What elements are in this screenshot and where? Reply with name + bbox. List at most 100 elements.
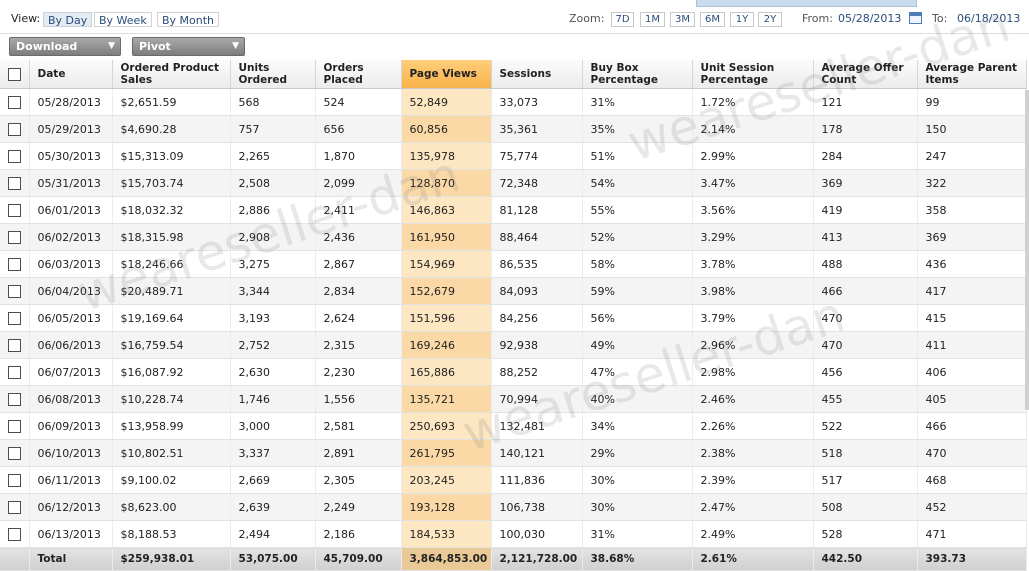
column-header-ordered-sales[interactable]: Ordered Product Sales bbox=[112, 60, 231, 89]
column-header-page-views[interactable]: Page Views bbox=[401, 60, 492, 89]
cell-unit-session: 2.14% bbox=[692, 115, 814, 143]
cell-orders-placed: 1,556 bbox=[315, 385, 402, 413]
row-checkbox[interactable] bbox=[7, 122, 21, 136]
cell-date: 06/09/2013 bbox=[29, 412, 113, 440]
table-row: 06/05/2013 $19,169.64 3,193 2,624 151,596 84,… bbox=[0, 304, 1027, 332]
row-checkbox[interactable] bbox=[7, 257, 21, 271]
cell-ordered-sales: $16,759.54 bbox=[112, 331, 231, 359]
cell-ordered-sales: $9,100.02 bbox=[112, 466, 231, 494]
cell-sessions: 140,121 bbox=[491, 439, 583, 467]
row-checkbox[interactable] bbox=[7, 203, 21, 217]
total-avg-offer: 442.50 bbox=[813, 547, 918, 571]
column-header-avg-offer[interactable]: Average Offer Count bbox=[813, 60, 918, 89]
row-checkbox[interactable] bbox=[7, 176, 21, 190]
cell-avg-parent: 322 bbox=[917, 169, 1027, 197]
date-range-slider-handle[interactable] bbox=[696, 0, 917, 7]
cell-avg-parent: 466 bbox=[917, 412, 1027, 440]
cell-date: 06/13/2013 bbox=[29, 520, 113, 548]
zoom-1m-button[interactable]: 1M bbox=[640, 12, 665, 27]
cell-unit-session: 1.72% bbox=[692, 88, 814, 116]
cell-avg-parent: 150 bbox=[917, 115, 1027, 143]
cell-avg-parent: 468 bbox=[917, 466, 1027, 494]
total-unit-session: 2.61% bbox=[692, 547, 814, 571]
view-by-day-button[interactable]: By Day bbox=[43, 12, 93, 27]
cell-orders-placed: 2,411 bbox=[315, 196, 402, 224]
cell-page-views: 135,978 bbox=[401, 142, 492, 170]
zoom-2y-button[interactable]: 2Y bbox=[758, 12, 782, 27]
vertical-scrollbar[interactable] bbox=[1025, 90, 1029, 410]
row-select-cell bbox=[0, 196, 30, 224]
cell-avg-parent: 99 bbox=[917, 88, 1027, 116]
cell-unit-session: 3.78% bbox=[692, 250, 814, 278]
cell-avg-offer: 369 bbox=[813, 169, 918, 197]
cell-avg-parent: 406 bbox=[917, 358, 1027, 386]
cell-date: 05/31/2013 bbox=[29, 169, 113, 197]
view-by-week-button[interactable]: By Week bbox=[94, 12, 152, 27]
cell-buy-box: 40% bbox=[582, 385, 693, 413]
cell-ordered-sales: $8,623.00 bbox=[112, 493, 231, 521]
select-all-checkbox[interactable] bbox=[7, 67, 21, 81]
zoom-6m-button[interactable]: 6M bbox=[700, 12, 725, 27]
row-checkbox[interactable] bbox=[7, 230, 21, 244]
cell-buy-box: 30% bbox=[582, 466, 693, 494]
row-checkbox[interactable] bbox=[7, 311, 21, 325]
cell-buy-box: 58% bbox=[582, 250, 693, 278]
column-header-orders-placed[interactable]: Orders Placed bbox=[315, 60, 402, 89]
row-checkbox[interactable] bbox=[7, 419, 21, 433]
row-checkbox[interactable] bbox=[7, 365, 21, 379]
column-header-units-ordered[interactable]: Units Ordered bbox=[230, 60, 316, 89]
row-checkbox[interactable] bbox=[7, 338, 21, 352]
cell-units-ordered: 568 bbox=[230, 88, 316, 116]
cell-avg-offer: 419 bbox=[813, 196, 918, 224]
column-header-date[interactable]: Date bbox=[29, 60, 113, 89]
total-units-ordered: 53,075.00 bbox=[230, 547, 316, 571]
zoom-3m-button[interactable]: 3M bbox=[670, 12, 695, 27]
cell-date: 05/29/2013 bbox=[29, 115, 113, 143]
cell-units-ordered: 2,630 bbox=[230, 358, 316, 386]
cell-units-ordered: 2,752 bbox=[230, 331, 316, 359]
table-row: 06/08/2013 $10,228.74 1,746 1,556 135,721 70,… bbox=[0, 385, 1027, 413]
row-checkbox[interactable] bbox=[7, 527, 21, 541]
cell-page-views: 152,679 bbox=[401, 277, 492, 305]
row-checkbox[interactable] bbox=[7, 149, 21, 163]
cell-ordered-sales: $13,958.99 bbox=[112, 412, 231, 440]
cell-units-ordered: 1,746 bbox=[230, 385, 316, 413]
view-by-month-button[interactable]: By Month bbox=[157, 12, 220, 27]
zoom-1y-button[interactable]: 1Y bbox=[730, 12, 754, 27]
column-header-unit-session[interactable]: Unit Session Percentage bbox=[692, 60, 814, 89]
cell-date: 06/05/2013 bbox=[29, 304, 113, 332]
column-header-avg-parent[interactable]: Average Parent Items bbox=[917, 60, 1027, 89]
cell-unit-session: 3.98% bbox=[692, 277, 814, 305]
from-date-field[interactable]: 05/28/2013 bbox=[838, 12, 902, 25]
zoom-7d-button[interactable]: 7D bbox=[611, 12, 634, 27]
cell-unit-session: 3.47% bbox=[692, 169, 814, 197]
cell-avg-parent: 452 bbox=[917, 493, 1027, 521]
cell-date: 06/10/2013 bbox=[29, 439, 113, 467]
cell-date: 06/08/2013 bbox=[29, 385, 113, 413]
calendar-icon[interactable] bbox=[909, 12, 922, 24]
download-dropdown[interactable]: Download ▼ bbox=[9, 37, 121, 56]
row-checkbox[interactable] bbox=[7, 473, 21, 487]
total-orders-placed: 45,709.00 bbox=[315, 547, 402, 571]
total-sessions: 2,121,728.00 bbox=[491, 547, 583, 571]
row-checkbox[interactable] bbox=[7, 284, 21, 298]
to-date-field[interactable]: 06/18/2013 bbox=[957, 12, 1021, 25]
cell-ordered-sales: $16,087.92 bbox=[112, 358, 231, 386]
row-checkbox[interactable] bbox=[7, 392, 21, 406]
cell-unit-session: 2.99% bbox=[692, 142, 814, 170]
column-header-buy-box[interactable]: Buy Box Percentage bbox=[582, 60, 693, 89]
cell-page-views: 60,856 bbox=[401, 115, 492, 143]
cell-unit-session: 2.47% bbox=[692, 493, 814, 521]
cell-page-views: 151,596 bbox=[401, 304, 492, 332]
pivot-dropdown[interactable]: Pivot ▼ bbox=[132, 37, 245, 56]
row-checkbox[interactable] bbox=[7, 95, 21, 109]
cell-avg-parent: 405 bbox=[917, 385, 1027, 413]
cell-units-ordered: 3,337 bbox=[230, 439, 316, 467]
row-checkbox[interactable] bbox=[7, 446, 21, 460]
column-header-sessions[interactable]: Sessions bbox=[491, 60, 583, 89]
row-select-cell bbox=[0, 223, 30, 251]
row-checkbox[interactable] bbox=[7, 500, 21, 514]
top-toolbar: View: By Day By Week By Month Zoom: 7D 1… bbox=[0, 0, 1029, 33]
cell-sessions: 81,128 bbox=[491, 196, 583, 224]
chevron-down-icon: ▼ bbox=[108, 41, 115, 51]
